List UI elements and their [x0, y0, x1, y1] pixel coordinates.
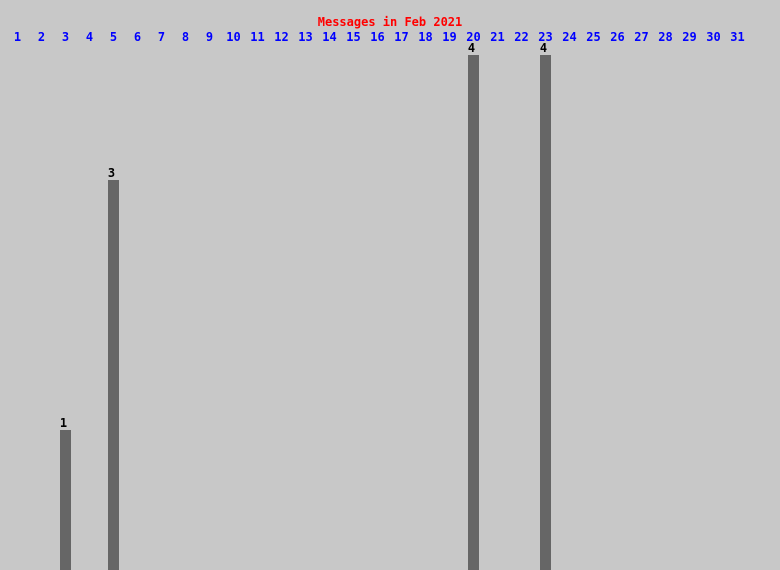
x-tick-label: 5: [110, 30, 117, 44]
bar-day-23: [540, 55, 551, 570]
x-tick-label: 24: [562, 30, 576, 44]
x-tick-label: 23: [538, 30, 552, 44]
bar-value-label: 4: [468, 41, 475, 55]
x-tick-label: 10: [226, 30, 240, 44]
x-tick-label: 2: [38, 30, 45, 44]
x-tick-label: 1: [14, 30, 21, 44]
x-tick-label: 14: [322, 30, 336, 44]
x-tick-label: 7: [158, 30, 165, 44]
x-tick-label: 6: [134, 30, 141, 44]
x-tick-label: 11: [250, 30, 264, 44]
chart-title: Messages in Feb 2021: [318, 15, 463, 29]
bar-value-label: 1: [60, 416, 67, 430]
x-tick-label: 30: [706, 30, 720, 44]
x-tick-label: 25: [586, 30, 600, 44]
x-tick-label: 26: [610, 30, 624, 44]
bar-day-5: [108, 180, 119, 570]
x-tick-label: 22: [514, 30, 528, 44]
x-tick-label: 21: [490, 30, 504, 44]
x-tick-label: 31: [730, 30, 744, 44]
x-tick-label: 4: [86, 30, 93, 44]
x-tick-label: 16: [370, 30, 384, 44]
x-tick-label: 15: [346, 30, 360, 44]
x-tick-label: 29: [682, 30, 696, 44]
x-tick-label: 18: [418, 30, 432, 44]
x-tick-label: 17: [394, 30, 408, 44]
x-tick-label: 8: [182, 30, 189, 44]
x-tick-label: 12: [274, 30, 288, 44]
bar-day-3: [60, 430, 71, 570]
x-tick-label: 3: [62, 30, 69, 44]
x-tick-label: 27: [634, 30, 648, 44]
bar-value-label: 4: [540, 41, 547, 55]
bar-value-label: 3: [108, 166, 115, 180]
x-tick-label: 9: [206, 30, 213, 44]
x-tick-label: 20: [466, 30, 480, 44]
x-tick-label: 28: [658, 30, 672, 44]
x-tick-label: 19: [442, 30, 456, 44]
x-tick-label: 13: [298, 30, 312, 44]
bar-day-20: [468, 55, 479, 570]
